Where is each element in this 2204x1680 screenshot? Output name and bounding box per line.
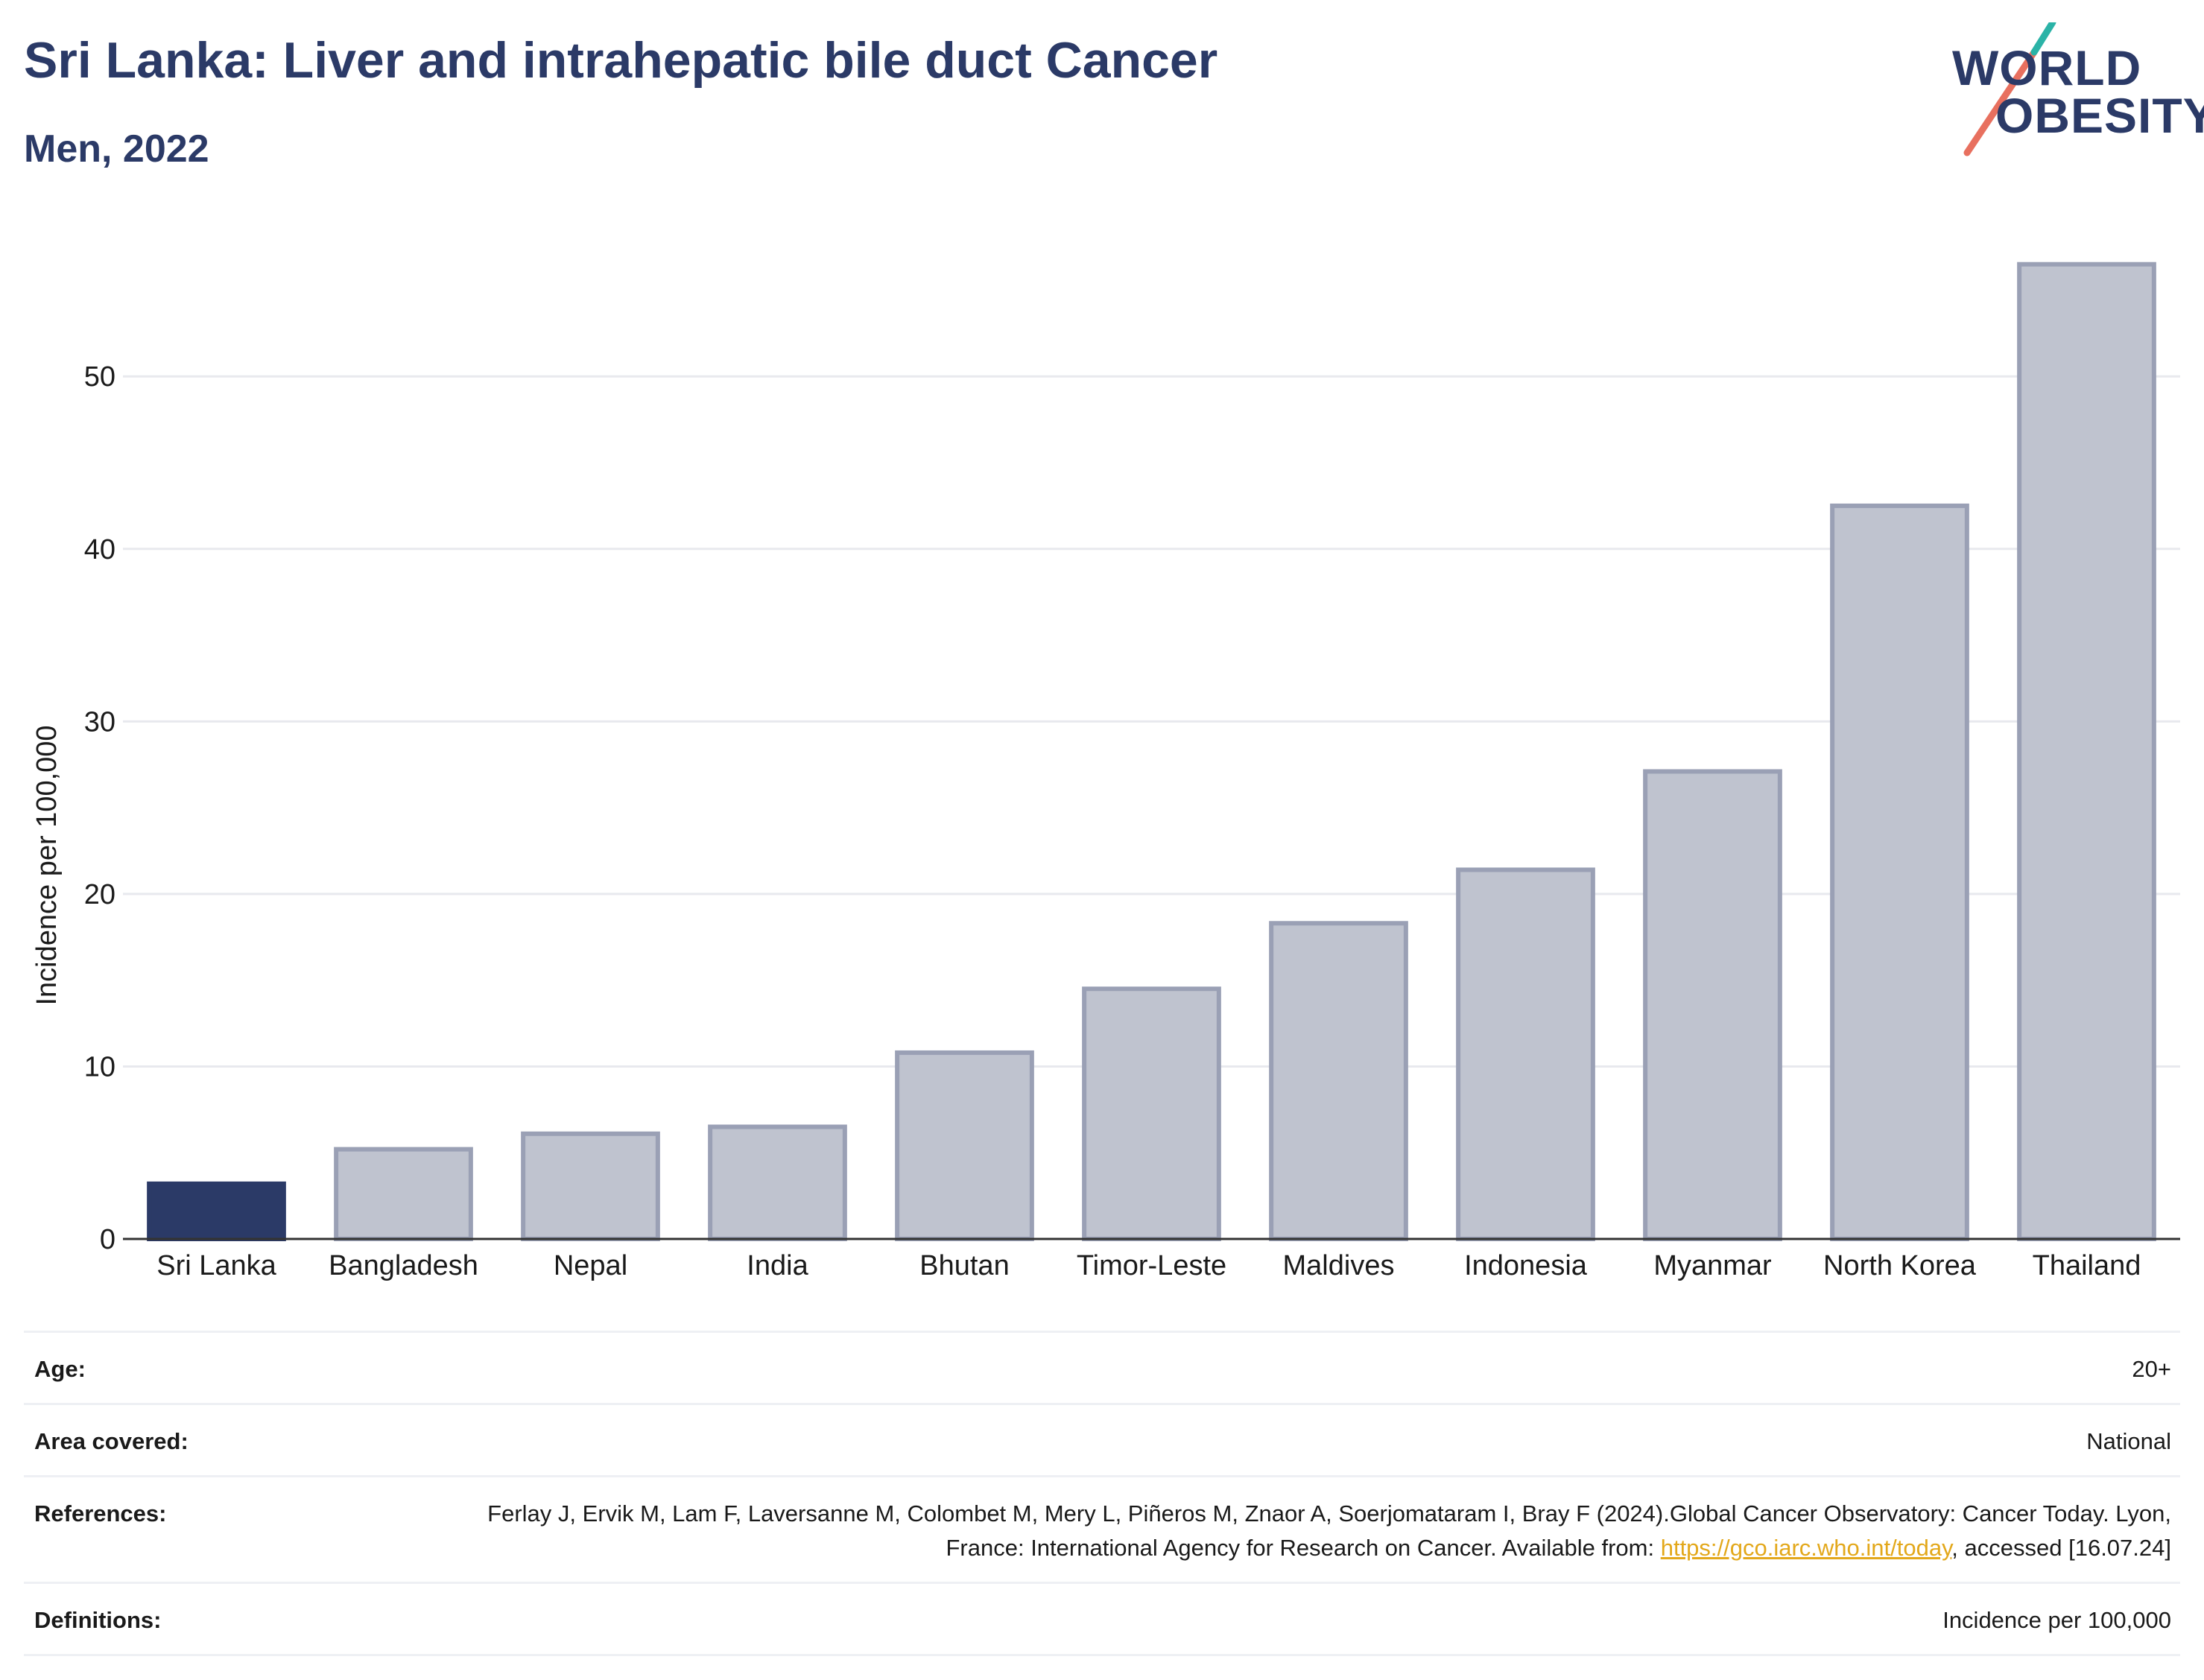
bar-bhutan [895, 1050, 1034, 1242]
x-tick-label: Thailand [2033, 1250, 2141, 1281]
bar-nepal [521, 1131, 660, 1241]
definitions-value: Incidence per 100,000 [1942, 1607, 2171, 1633]
x-tick-label: North Korea [1823, 1250, 1977, 1281]
references-value: Ferlay J, Ervik M, Lam F, Laversanne M, … [413, 1497, 2171, 1565]
x-tick-label: Indonesia [1464, 1250, 1588, 1281]
chart-subtitle: Men, 2022 [24, 127, 209, 171]
bar-bangladesh [334, 1147, 473, 1242]
bar-thailand [2017, 261, 2156, 1241]
definitions-label: Definitions: [34, 1607, 162, 1633]
x-tick-label: Timor-Leste [1077, 1250, 1226, 1281]
references-link[interactable]: https://gco.iarc.who.int/today [1660, 1535, 1952, 1561]
meta-row-age: Age: 20+ [24, 1333, 2180, 1405]
logo-word-obesity: OBESITY [1995, 88, 2204, 143]
y-tick-label: 10 [84, 1051, 115, 1083]
chart-title: Sri Lanka: Liver and intrahepatic bile d… [24, 32, 1218, 89]
bars [147, 261, 2156, 1242]
y-tick-label: 50 [84, 361, 115, 393]
references-text: Ferlay J, Ervik M, Lam F, Laversanne M, … [487, 1500, 2171, 1561]
bar-timor-leste [1082, 986, 1221, 1241]
bar-myanmar [1643, 769, 1782, 1241]
bar-chart: 0 10 20 30 40 50 Sri Lanka Bangladesh Nepal Indi… [31, 261, 2180, 1281]
x-tick-label: Bangladesh [329, 1250, 478, 1281]
logo-word-world: WORLD [1952, 40, 2142, 95]
metadata-table: Age: 20+ Area covered: National Referenc… [24, 1331, 2180, 1656]
y-tick-label: 30 [84, 706, 115, 738]
bar-maldives [1269, 921, 1408, 1241]
x-tick-label: Myanmar [1653, 1250, 1772, 1281]
bar-indonesia [1456, 867, 1595, 1241]
logo-slash-icon [1963, 22, 2056, 156]
y-tick-labels: 0 10 20 30 40 50 [84, 361, 115, 1255]
y-axis-label: Incidence per 100,000 [31, 725, 63, 1005]
bar-india [708, 1124, 847, 1241]
x-tick-label: Bhutan [919, 1250, 1009, 1281]
bar-north-korea [1830, 503, 1969, 1242]
area-value: National [2086, 1428, 2171, 1454]
references-accessed: , accessed [16.07.24] [1951, 1535, 2171, 1561]
bar-sri-lanka [147, 1181, 286, 1241]
x-tick-label: India [747, 1250, 808, 1281]
references-label: References: [34, 1500, 167, 1527]
y-tick-label: 20 [84, 879, 115, 910]
x-tick-label: Maldives [1283, 1250, 1395, 1281]
meta-row-definitions: Definitions: Incidence per 100,000 [24, 1584, 2180, 1656]
area-label: Area covered: [34, 1428, 189, 1454]
meta-row-area: Area covered: National [24, 1405, 2180, 1477]
x-tick-labels: Sri Lanka Bangladesh Nepal India Bhutan Timor… [156, 1250, 2141, 1281]
age-value: 20+ [2132, 1356, 2171, 1382]
meta-row-references: References: Ferlay J, Ervik M, Lam F, La… [24, 1477, 2180, 1584]
x-tick-label: Sri Lanka [156, 1250, 276, 1281]
y-tick-label: 0 [100, 1224, 115, 1255]
age-label: Age: [34, 1356, 86, 1382]
world-obesity-logo: WORLD OBESITY [1937, 22, 2204, 164]
x-tick-label: Nepal [554, 1250, 627, 1281]
y-tick-label: 40 [84, 534, 115, 565]
